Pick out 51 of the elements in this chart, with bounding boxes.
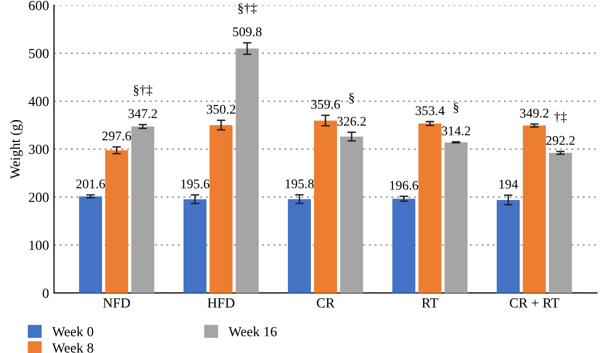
data-label: 195.8 (286, 179, 314, 188)
data-label: 195.6 (181, 180, 210, 188)
data-label: 359.6 (311, 100, 340, 109)
data-label: 347.2 (128, 109, 157, 118)
y-tick-label: 0 (42, 288, 49, 298)
bar (131, 126, 154, 293)
bar (183, 199, 206, 293)
x-tick-label: CR + RT (510, 298, 560, 308)
y-tick-label: 400 (28, 96, 49, 106)
bar (522, 126, 546, 293)
data-label: 194 (500, 180, 518, 189)
data-label: 350.2 (206, 104, 236, 114)
bar (288, 199, 311, 293)
x-tick-label: NFD (103, 298, 130, 308)
data-label: 509.8 (233, 27, 262, 36)
bar (79, 196, 102, 293)
data-label: 297.6 (102, 132, 132, 140)
bar (392, 198, 416, 293)
legend-label: Week 16 (228, 326, 277, 336)
bar (496, 200, 520, 293)
bar (548, 152, 572, 293)
data-label: 314.2 (442, 126, 470, 136)
data-label: 353.4 (416, 106, 445, 116)
data-label: 196.6 (390, 180, 418, 190)
bar (105, 150, 128, 293)
bar (340, 136, 364, 293)
legend-label: Week 8 (52, 342, 94, 353)
legend-label: Week 0 (52, 326, 94, 336)
data-label: 292.2 (546, 136, 575, 145)
y-tick-label: 500 (29, 48, 49, 58)
annotation: †‡ (554, 112, 567, 123)
annotation: §†‡ (134, 85, 152, 96)
bar (314, 120, 337, 293)
bar (236, 48, 259, 293)
x-tick-label: HFD (208, 298, 234, 308)
data-label: 201.6 (76, 179, 105, 188)
data-label: 326.2 (337, 116, 366, 126)
y-axis-title: Weight (g) (10, 120, 23, 179)
bar (444, 142, 468, 293)
y-tick-label: 100 (30, 240, 49, 250)
annotation: § (454, 102, 458, 114)
x-tick-label: CR (316, 298, 335, 308)
bar (210, 125, 233, 293)
y-tick-label: 600 (28, 0, 49, 10)
data-label: 349.2 (520, 108, 548, 118)
x-tick-label: RT (422, 298, 438, 308)
y-tick-label: 200 (28, 192, 49, 202)
annotation: § (349, 92, 354, 104)
y-tick-label: 300 (28, 144, 49, 154)
annotation: §†‡ (238, 3, 257, 14)
bar (418, 124, 442, 293)
